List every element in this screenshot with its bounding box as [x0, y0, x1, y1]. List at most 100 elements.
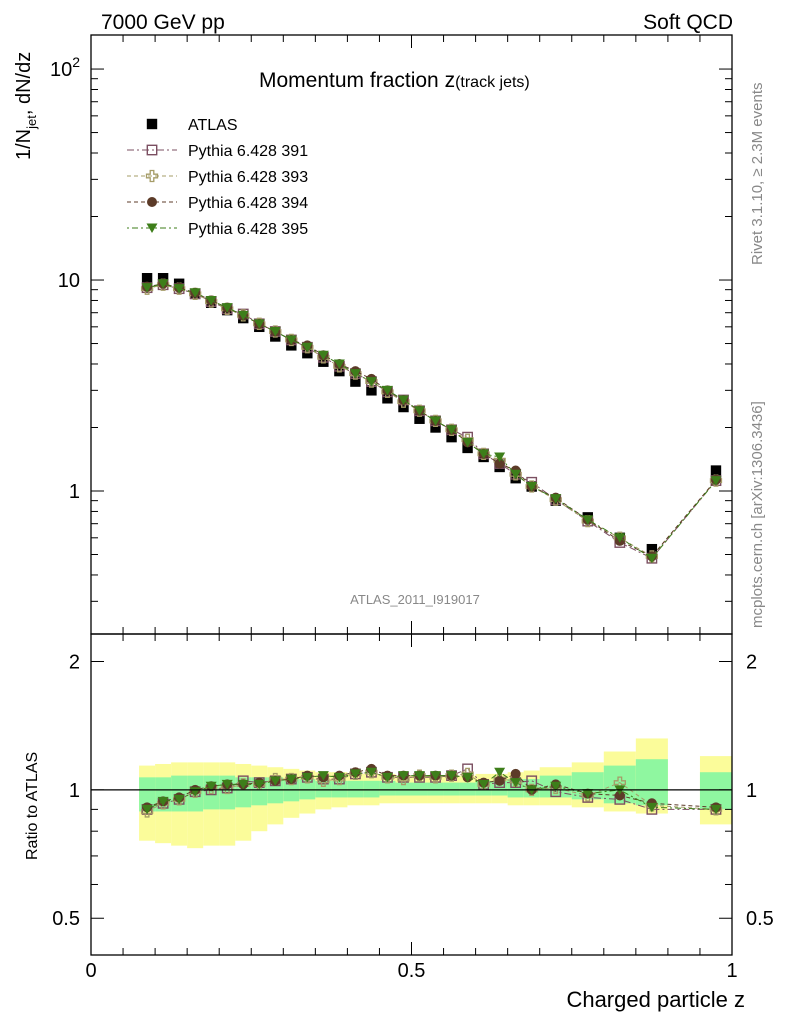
main-point	[430, 422, 441, 433]
main-point	[301, 342, 313, 353]
main-series-0	[141, 273, 722, 555]
ratio-point	[430, 771, 442, 781]
ratio-point	[173, 794, 185, 805]
main-point	[646, 553, 658, 564]
inner-uncertainty-band	[443, 782, 460, 796]
ratio-point	[269, 776, 281, 786]
main-title-text: Momentum fraction z	[259, 69, 455, 92]
main-series-line	[147, 284, 717, 559]
ratio-point	[478, 779, 490, 790]
main-point	[710, 476, 722, 486]
header-right: Soft QCD	[643, 11, 733, 34]
ratio-point	[510, 778, 522, 788]
ratio-point	[397, 771, 409, 781]
inner-uncertainty-band	[299, 779, 316, 800]
main-point	[349, 369, 361, 379]
main-point	[157, 273, 169, 284]
ytick-base: 10	[50, 59, 72, 81]
ratio-point	[462, 772, 474, 783]
rivet-label: Rivet 3.1.10, ≥ 2.3M events	[749, 83, 766, 266]
main-point	[285, 335, 297, 345]
main-point	[550, 494, 562, 504]
main-point	[414, 413, 425, 424]
main-point	[221, 303, 233, 313]
main-ytick-label: 10	[58, 270, 80, 292]
ytick-exponent: 2	[72, 54, 80, 70]
ratio-point	[221, 779, 233, 790]
main-point	[494, 452, 506, 462]
ratio-point	[494, 767, 506, 778]
legend-marker	[147, 197, 157, 207]
main-point	[510, 469, 522, 480]
ratio-ytick-label-right: 1	[746, 780, 757, 802]
legend-entry: Pythia 6.428 391	[127, 143, 308, 160]
main-ylabel-rest: , dN/dz	[13, 52, 35, 115]
ratio-point	[550, 781, 562, 792]
legend-marker	[146, 144, 158, 156]
ratio-point	[614, 790, 625, 801]
ratio-point	[710, 804, 722, 815]
ratio-point	[237, 779, 249, 790]
ratio-point	[205, 781, 217, 792]
ratio-point	[285, 774, 297, 785]
main-ylabel: 1/Njet, dN/dz	[13, 52, 39, 160]
inner-uncertainty-band	[635, 759, 668, 806]
main-point	[365, 377, 377, 387]
inner-uncertainty-band	[363, 780, 380, 798]
inner-uncertainty-band	[139, 777, 156, 812]
main-point	[189, 288, 201, 298]
legend-label: ATLAS	[188, 117, 238, 134]
ratio-ytick-label-left: 2	[69, 651, 80, 673]
ratio-point	[349, 769, 361, 779]
inner-uncertainty-band	[379, 780, 396, 796]
ratio-point	[582, 789, 594, 799]
main-ylabel-subscript: jet	[24, 115, 39, 130]
main-point	[366, 385, 377, 396]
header-left: 7000 GeV pp	[101, 11, 225, 34]
analysis-watermark: ATLAS_2011_I919017	[350, 592, 480, 607]
legend-entry: Pythia 6.428 394	[127, 195, 308, 212]
ratio-point	[333, 772, 345, 783]
main-point	[526, 482, 538, 492]
main-point	[253, 319, 265, 329]
legend-marker	[146, 118, 158, 130]
main-point	[317, 350, 329, 361]
main-point	[141, 283, 153, 293]
main-point	[141, 273, 153, 284]
legend-label: Pythia 6.428 395	[188, 221, 308, 238]
ratio-point	[646, 802, 658, 813]
legend-entry: Pythia 6.428 395	[127, 221, 308, 238]
ytick-base: 10	[58, 270, 80, 292]
main-point	[582, 515, 594, 525]
ratio-point	[414, 771, 426, 781]
main-title: Momentum fraction z(track jets)	[259, 69, 530, 92]
legend-marker	[145, 169, 159, 183]
inner-uncertainty-band	[427, 782, 444, 796]
main-point	[269, 327, 281, 337]
ratio-point	[301, 772, 313, 783]
main-point	[446, 431, 457, 443]
inner-uncertainty-band	[155, 777, 172, 812]
main-point	[430, 416, 442, 426]
ratio-panel: 0.5 0.5 1 1 2 2 0 0.5 1 Ratio to ATLAS Charged p…	[24, 633, 774, 1012]
main-point	[333, 359, 345, 369]
main-point	[646, 543, 658, 555]
main-point	[462, 442, 473, 454]
main-point	[157, 279, 169, 289]
ratio-ytick-label-left: 0.5	[52, 908, 80, 930]
legend-label: Pythia 6.428 391	[188, 143, 308, 160]
inner-uncertainty-band	[347, 780, 364, 798]
legend: ATLAS Pythia 6.428 391 Pythia 6.428 393 Pyt…	[127, 117, 308, 238]
ratio-point	[365, 767, 377, 778]
ratio-ytick-label-left: 1	[69, 780, 80, 802]
ratio-ytick-label-right: 2	[746, 651, 757, 673]
main-series-group	[140, 273, 723, 564]
main-point	[350, 376, 361, 387]
main-point	[614, 533, 626, 543]
ratio-point	[494, 775, 505, 786]
inner-uncertainty-band	[203, 775, 220, 810]
main-point	[462, 437, 474, 448]
